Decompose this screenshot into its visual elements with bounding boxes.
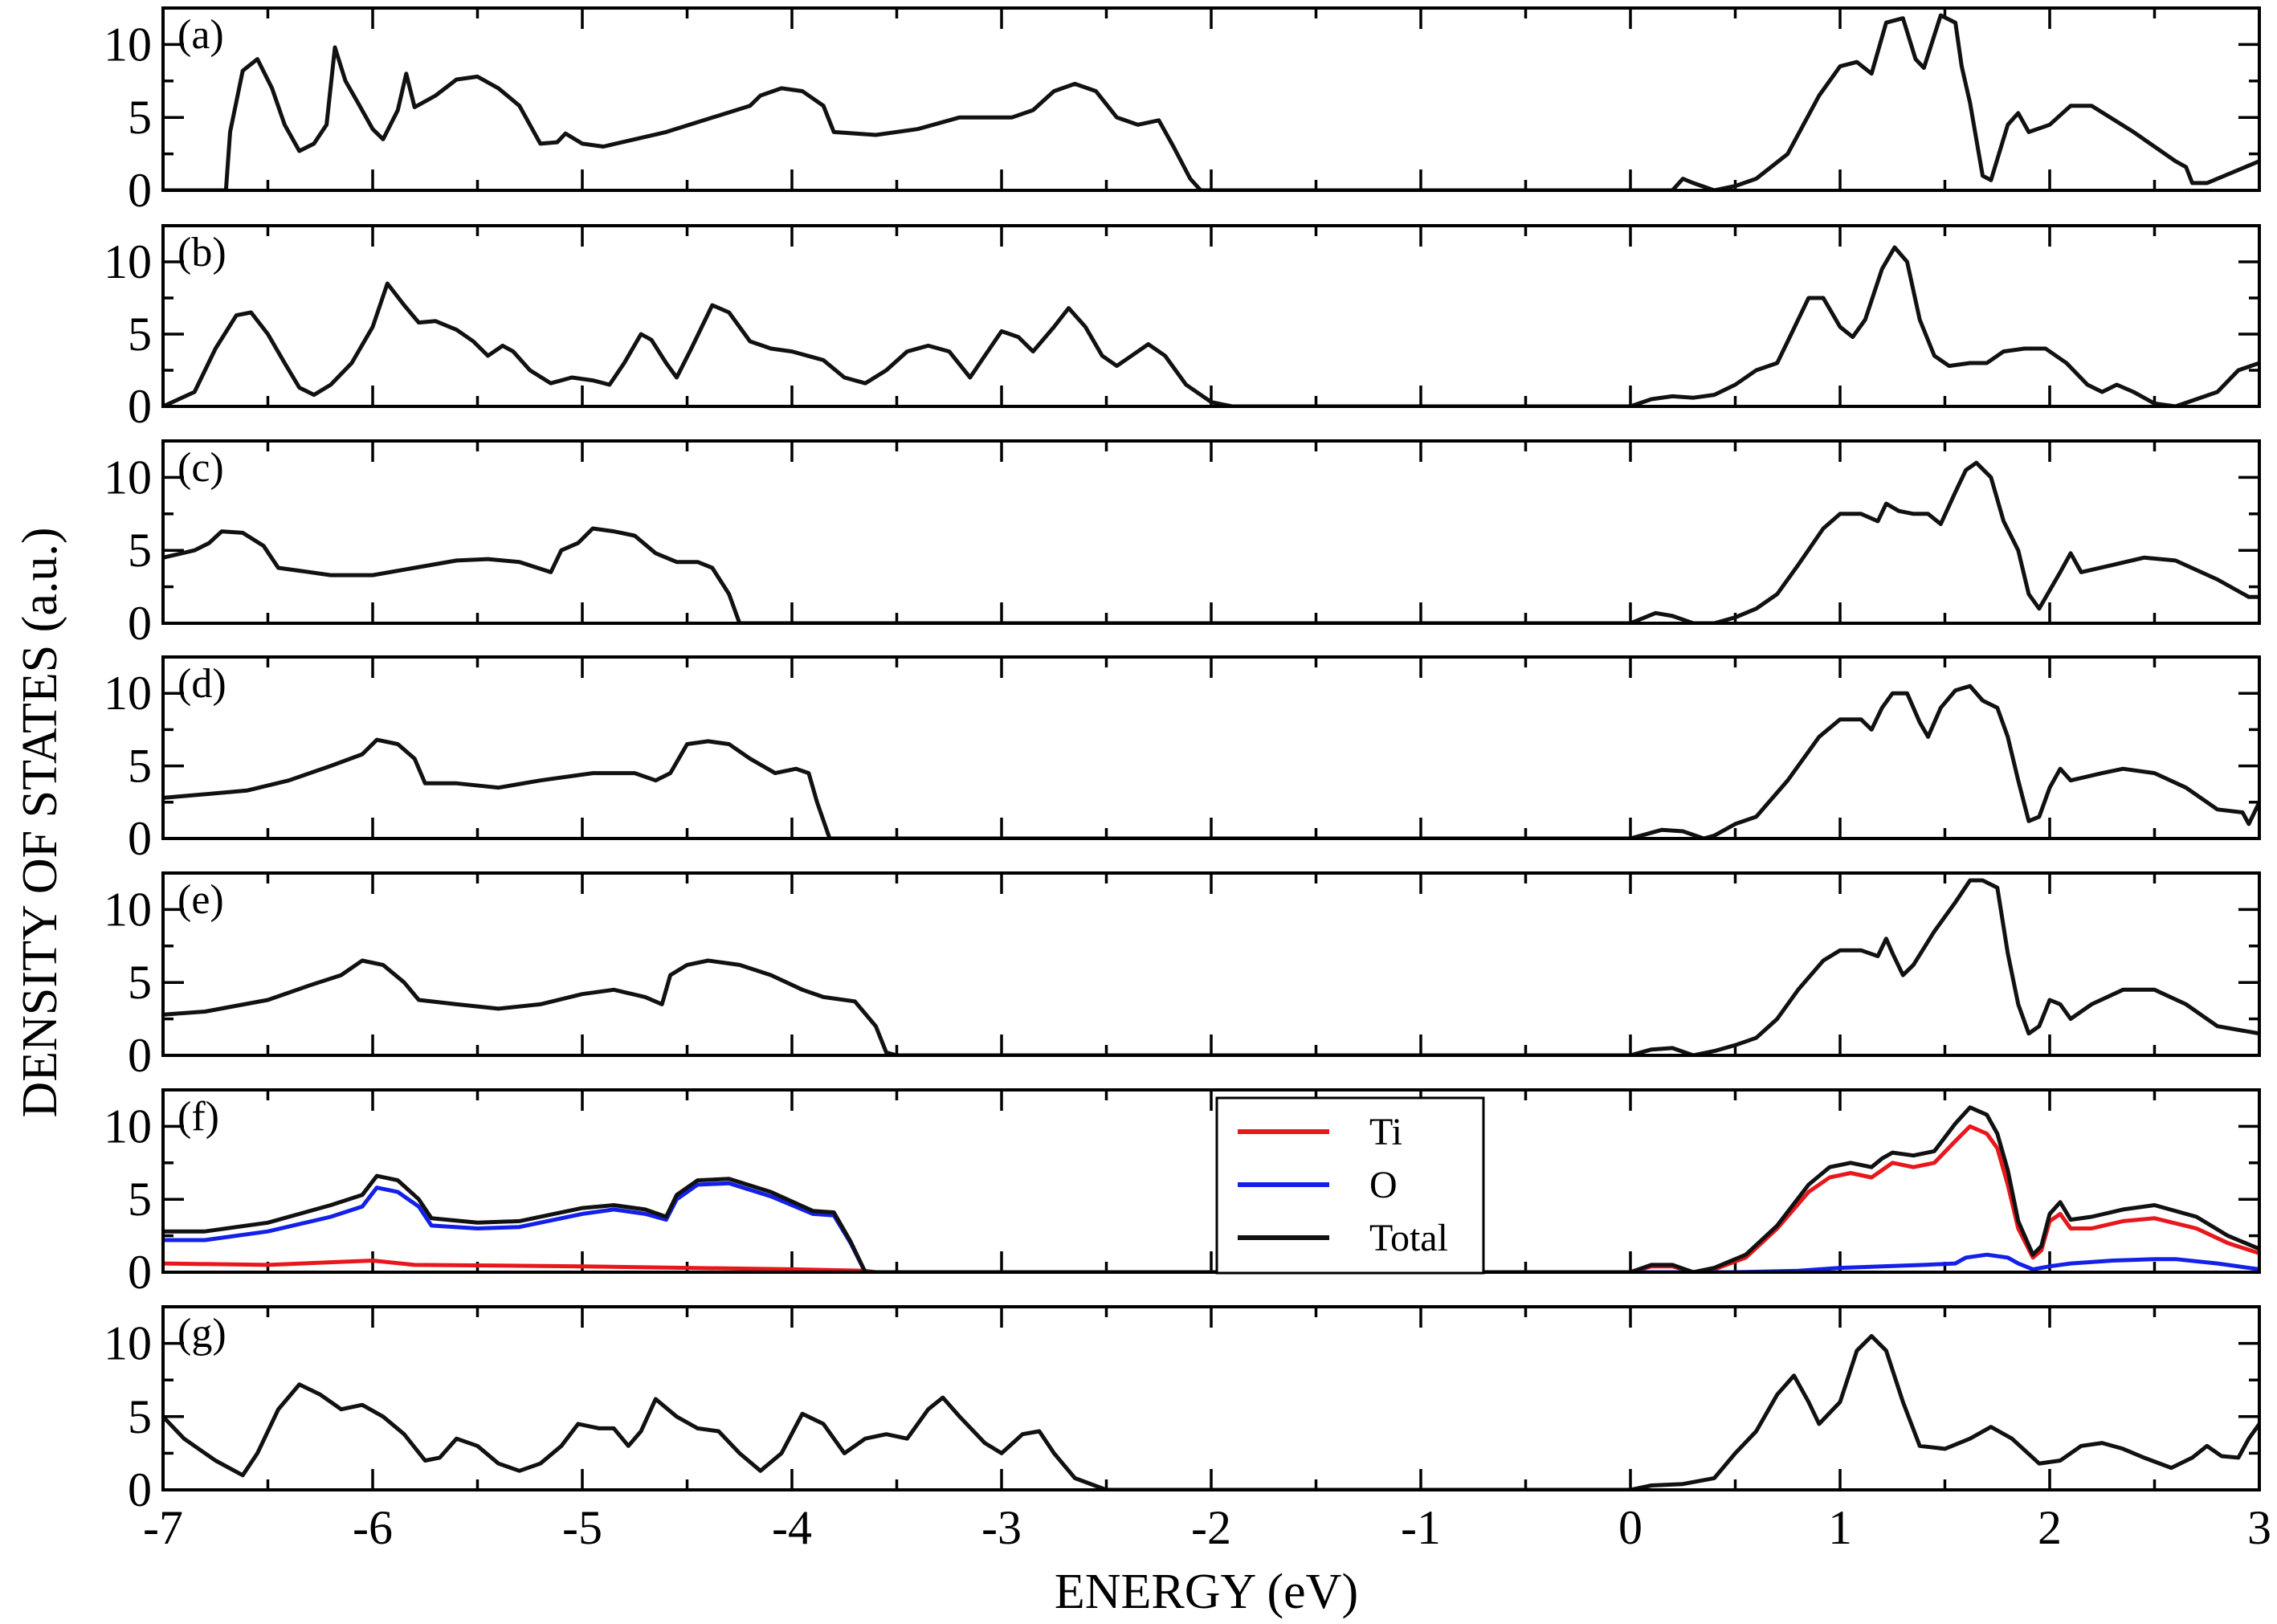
panel-frame <box>161 6 2261 192</box>
panel-label: (g) <box>178 1311 226 1357</box>
y-tick-label: 0 <box>128 164 152 217</box>
panel-label: (f) <box>178 1094 219 1140</box>
panel-frame <box>161 1305 2261 1491</box>
panel-b: 0 5 10 (b) <box>104 224 2261 433</box>
x-tick-label: -4 <box>772 1501 812 1554</box>
y-tick-label: 10 <box>104 451 152 504</box>
panel-e: 0 5 10 (e) <box>104 871 2261 1082</box>
y-tick-label: 10 <box>104 235 152 288</box>
series-line-dos <box>163 460 2259 623</box>
x-tick-label: -6 <box>353 1501 393 1554</box>
x-tick-label: 0 <box>1618 1501 1642 1554</box>
series-line-dos <box>163 13 2259 190</box>
series-line-ti <box>163 1124 2259 1272</box>
panel-a: 0 5 10 (a) <box>104 6 2261 217</box>
panel-frame <box>161 1088 2261 1274</box>
panel-c: 0 5 10 (c) <box>104 439 2261 650</box>
x-tick-label: -5 <box>562 1501 602 1554</box>
y-tick-label: 5 <box>128 308 152 361</box>
y-tick-label: 5 <box>128 740 152 793</box>
x-tick-label: -1 <box>1401 1501 1441 1554</box>
panel-label: (c) <box>178 445 224 491</box>
panel-frame <box>161 224 2261 408</box>
x-tick-label: 3 <box>2247 1501 2271 1554</box>
series-line-dos <box>163 683 2259 839</box>
series-line-dos <box>163 878 2259 1055</box>
panel-g: 0 5 10 (g) <box>104 1305 2261 1516</box>
y-tick-label: 10 <box>104 1317 152 1370</box>
y-tick-label: 0 <box>128 812 152 865</box>
panel-label: (a) <box>178 12 224 58</box>
y-tick-label: 10 <box>104 883 152 936</box>
y-tick-label: 0 <box>128 597 152 650</box>
panel-d: 0 5 10 (d) <box>104 655 2261 865</box>
series-line-dos <box>163 245 2259 406</box>
y-tick-label: 5 <box>128 956 152 1009</box>
panel-frame <box>161 655 2261 840</box>
y-tick-label: 5 <box>128 524 152 577</box>
series-line-total <box>163 1105 2259 1272</box>
y-tick-label: 10 <box>104 1100 152 1153</box>
x-tick-label: -3 <box>981 1501 1022 1554</box>
y-tick-label: 0 <box>128 1246 152 1299</box>
panel-label: (d) <box>178 661 226 707</box>
panel-f: 0 5 10 (f) Ti O Total <box>104 1088 2261 1299</box>
y-tick-label: 10 <box>104 667 152 720</box>
legend-label-ti: Ti <box>1369 1111 1402 1153</box>
x-tick-labels: -7 -6 -5 -4 -3 -2 -1 0 1 2 3 <box>143 1501 2271 1554</box>
x-tick-label: -2 <box>1191 1501 1231 1554</box>
legend-label-total: Total <box>1369 1217 1448 1259</box>
y-tick-label: 5 <box>128 1390 152 1443</box>
y-tick-label: 5 <box>128 91 152 144</box>
x-tick-label: -7 <box>143 1501 183 1554</box>
x-tick-label: 2 <box>2038 1501 2062 1554</box>
series-line-dos <box>163 1334 2259 1490</box>
legend: Ti O Total <box>1215 1096 1485 1275</box>
y-axis-label: DENSITY OF STATES (a.u.) <box>13 528 67 1118</box>
x-tick-label: 1 <box>1828 1501 1852 1554</box>
x-axis-label: ENERGY (eV) <box>1055 1565 1358 1619</box>
legend-label-o: O <box>1369 1164 1398 1206</box>
y-tick-label: 0 <box>128 1463 152 1516</box>
y-tick-label: 10 <box>104 18 152 71</box>
y-tick-label: 5 <box>128 1173 152 1226</box>
panel-label: (b) <box>178 230 226 275</box>
y-tick-label: 0 <box>128 380 152 433</box>
panel-frame <box>161 871 2261 1057</box>
panel-label: (e) <box>178 877 224 923</box>
panel-frame <box>161 439 2261 625</box>
y-tick-label: 0 <box>128 1029 152 1082</box>
